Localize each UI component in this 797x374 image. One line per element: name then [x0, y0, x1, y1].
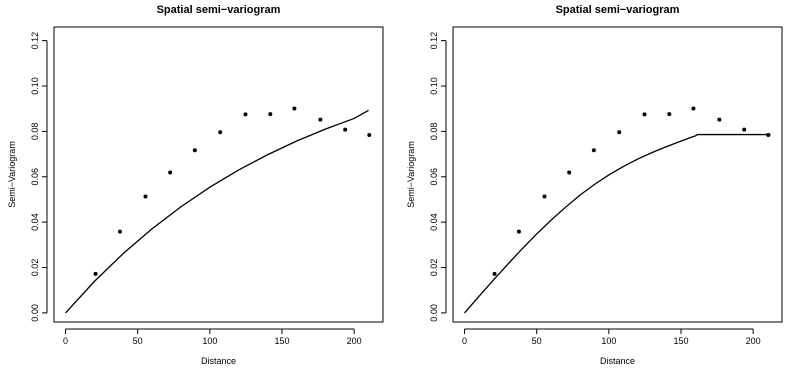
left-chart-panel: Spatial semi−variogram 0 50 100 150 200 0.00 0.…: [0, 0, 398, 374]
right-x-tick-label: 200: [746, 336, 761, 346]
right-y-tick-label: 0.10: [429, 77, 439, 95]
right-y-tick-label: 0.06: [429, 168, 439, 186]
right-empirical-point: [567, 170, 572, 175]
right-x-tick-label: 100: [601, 336, 616, 346]
right-x-tick-label: 50: [532, 336, 542, 346]
left-y-tick-label: 0.08: [30, 123, 40, 141]
right-empirical-point: [542, 194, 547, 199]
right-chart-panel: Spatial semi−variogram 0 50 100 150 200 0.00 0.…: [399, 0, 797, 374]
left-y-axis-label: Semi−Variogram: [7, 141, 17, 208]
left-x-axis-label: Distance: [201, 356, 236, 366]
left-x-tick-label: 200: [347, 336, 362, 346]
left-empirical-point: [192, 148, 197, 153]
right-empirical-point: [667, 112, 672, 117]
left-empirical-point: [218, 130, 223, 135]
left-plot-frame: [53, 26, 384, 323]
left-empirical-point: [318, 117, 323, 122]
left-empirical-point: [268, 112, 273, 117]
left-empirical-point: [143, 194, 148, 199]
left-variogram-plot: Spatial semi−variogram 0 50 100 150 200 0.00 0.…: [7, 4, 384, 366]
left-x-tick-label: 0: [63, 336, 68, 346]
left-chart-title: Spatial semi−variogram: [157, 4, 281, 16]
right-empirical-point: [717, 117, 722, 122]
right-y-tick-label: 0.04: [429, 213, 439, 231]
left-y-tick-label: 0.04: [30, 213, 40, 231]
right-empirical-point: [516, 229, 521, 234]
right-x-tick-label: 150: [673, 336, 688, 346]
left-empirical-point: [292, 106, 297, 111]
right-y-tick-label: 0.08: [429, 123, 439, 141]
left-x-tick-label: 100: [202, 336, 217, 346]
left-empirical-point: [243, 112, 248, 117]
right-chart-title: Spatial semi−variogram: [556, 4, 680, 16]
left-empirical-point: [168, 170, 173, 175]
right-empirical-point: [492, 271, 497, 276]
right-x-axis-label: Distance: [600, 356, 635, 366]
right-fitted-model-line: [464, 133, 771, 314]
right-y-tick-label: 0.00: [429, 304, 439, 322]
left-empirical-point: [343, 127, 348, 132]
right-plot-frame: [452, 26, 783, 323]
right-y-tick-label: 0.02: [429, 259, 439, 277]
left-y-tick-label: 0.00: [30, 304, 40, 322]
left-y-tick-label: 0.12: [30, 32, 40, 50]
left-empirical-point: [93, 271, 98, 276]
left-y-tick-label: 0.10: [30, 77, 40, 95]
right-y-tick-label: 0.12: [429, 32, 439, 50]
left-x-tick-label: 150: [274, 336, 289, 346]
left-y-tick-label: 0.02: [30, 259, 40, 277]
right-empirical-point: [691, 106, 696, 111]
right-empirical-point: [742, 127, 747, 132]
right-variogram-plot: Spatial semi−variogram 0 50 100 150 200 0.00 0.…: [406, 4, 783, 366]
left-empirical-point: [117, 229, 122, 234]
right-empirical-point: [591, 148, 596, 153]
left-x-tick-label: 50: [133, 336, 143, 346]
right-x-tick-label: 0: [462, 336, 467, 346]
left-fitted-model-line: [65, 109, 369, 314]
right-empirical-point: [642, 112, 647, 117]
left-y-tick-label: 0.06: [30, 168, 40, 186]
right-empirical-point: [617, 130, 622, 135]
left-empirical-point: [367, 133, 372, 138]
right-y-axis-label: Semi−Variogram: [406, 141, 416, 208]
